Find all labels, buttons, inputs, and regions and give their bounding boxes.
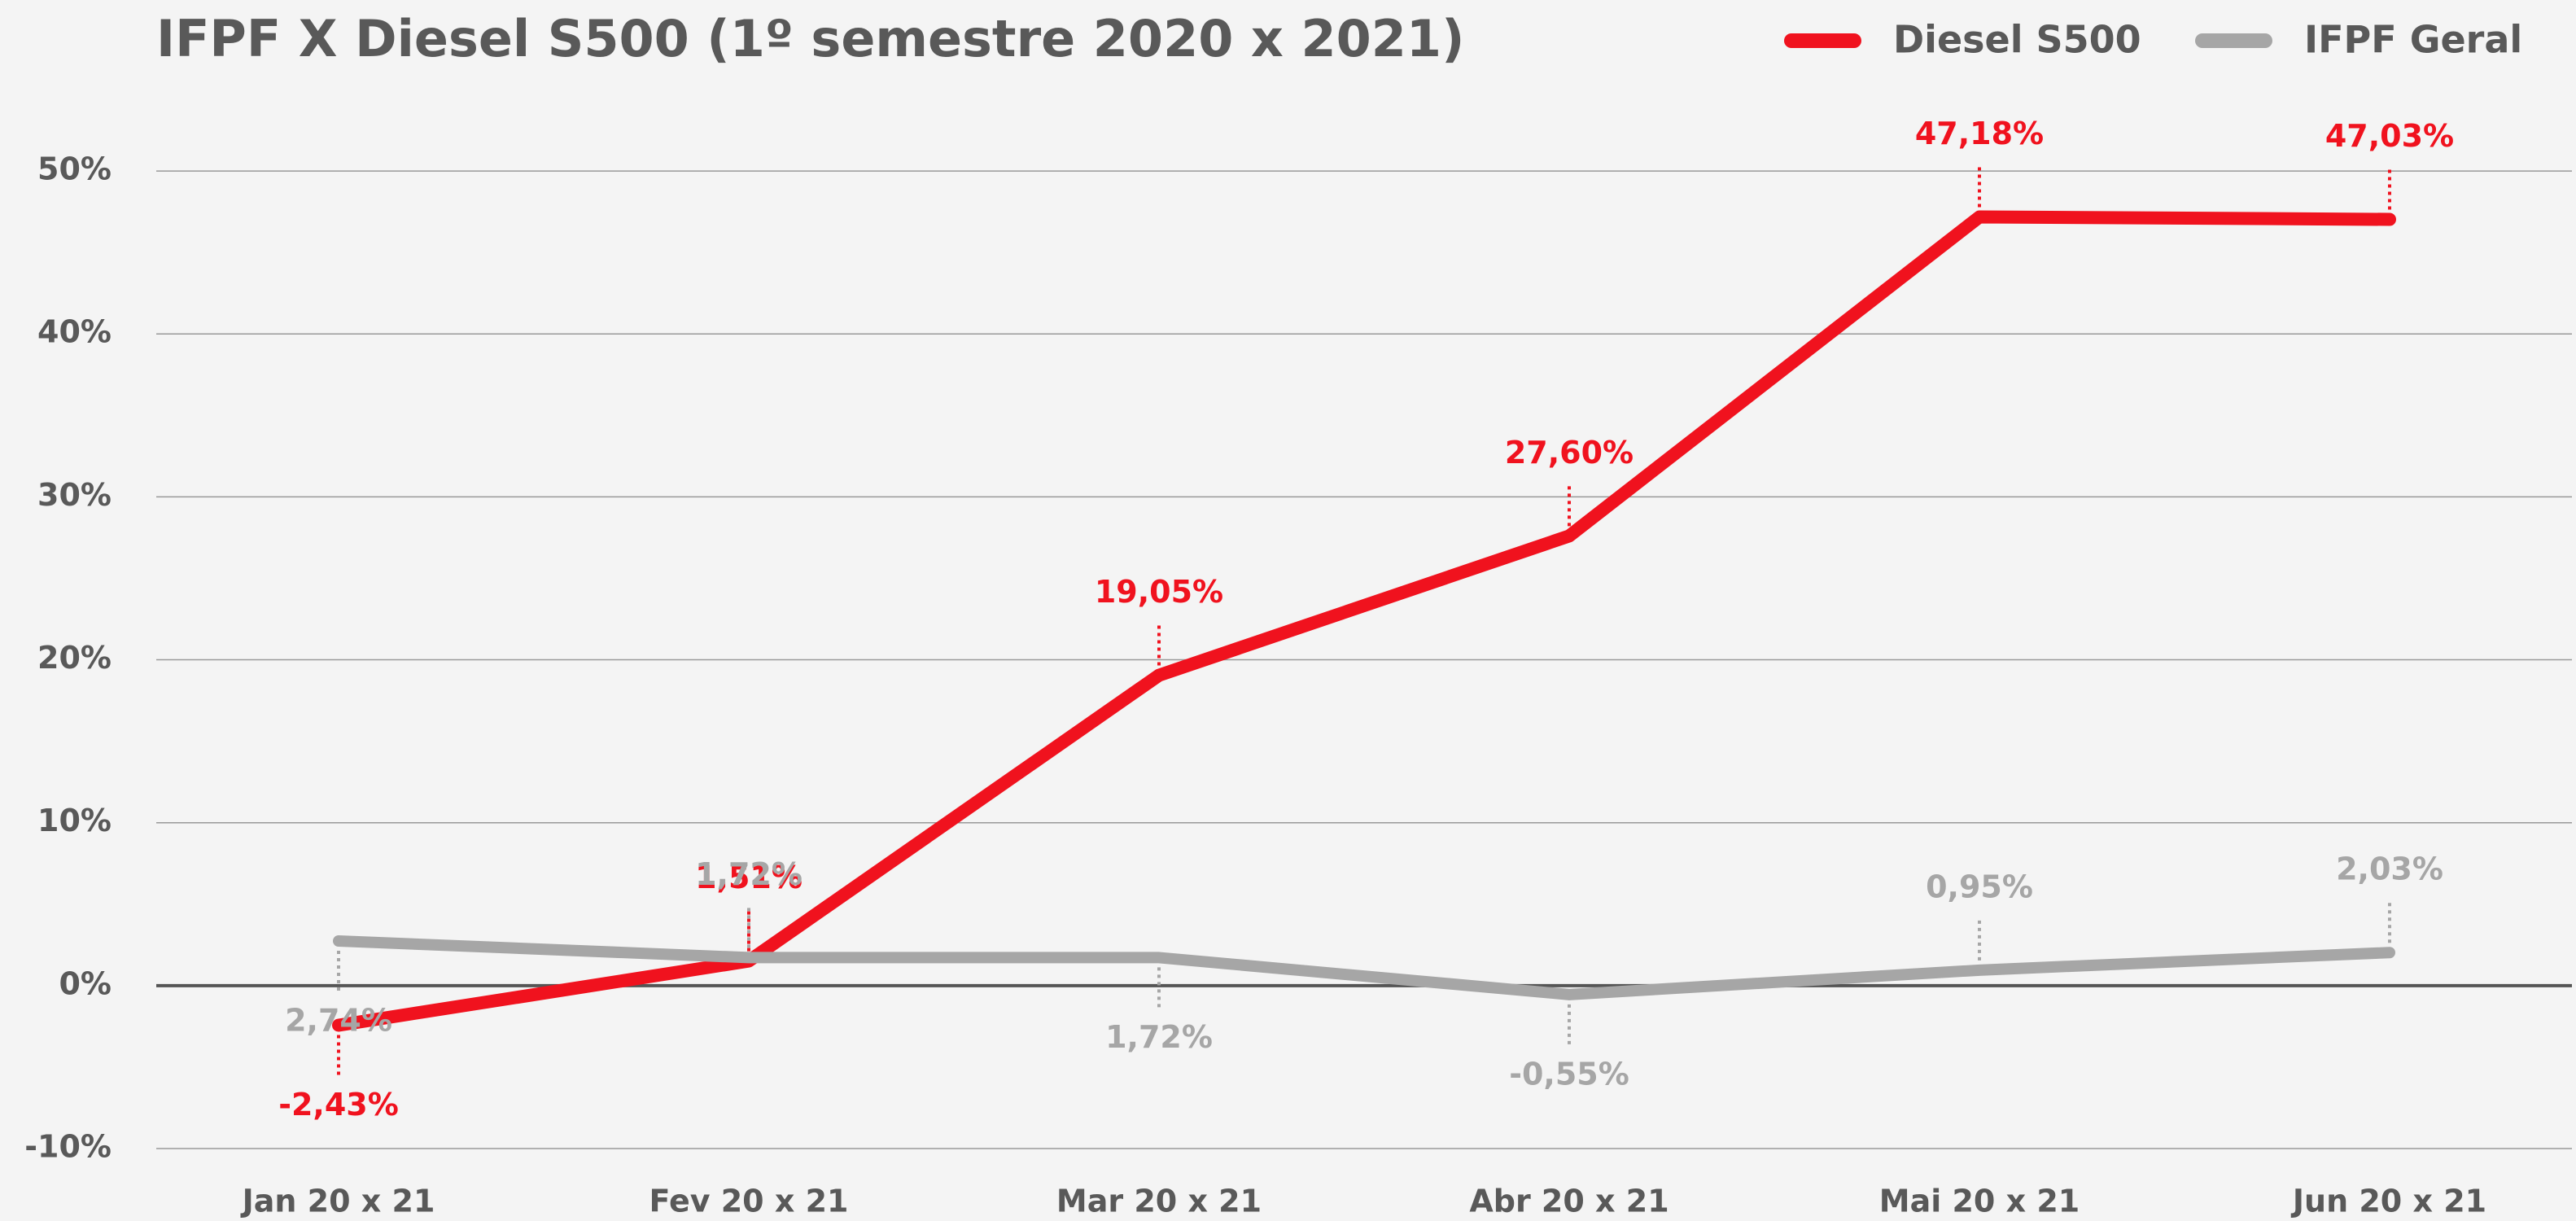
x-tick-label: Fev 20 x 21 [649,1184,849,1219]
y-tick-label: -10% [24,1129,112,1165]
series-line [332,210,2396,1032]
data-label: -2,43% [278,1087,399,1123]
y-tick-label: 20% [37,640,112,676]
series-line [333,935,2395,1000]
x-tick-label: Mai 20 x 21 [1879,1184,2080,1219]
data-label: 19,05% [1095,574,1223,610]
data-label: 47,18% [1915,116,2044,151]
y-tick-label: 50% [37,151,112,187]
data-label: 2,03% [2336,851,2443,887]
chart-title: IFPF X Diesel S500 (1º semestre 2020 x 2… [156,9,1464,68]
data-label: 27,60% [1505,435,1634,470]
x-tick-label: Mar 20 x 21 [1056,1184,1262,1219]
x-tick-label: Jan 20 x 21 [240,1184,435,1219]
data-label: 2,74% [285,1003,392,1039]
y-tick-label: 40% [37,314,112,350]
data-label: 0,95% [1926,869,2033,904]
legend-label: Diesel S500 [1893,18,2141,62]
y-tick-label: 0% [59,965,112,1001]
x-tick-label: Abr 20 x 21 [1469,1184,1668,1219]
data-label: 47,03% [2325,118,2454,154]
data-label: -0,55% [1509,1056,1629,1092]
x-tick-label: Jun 20 x 21 [2290,1184,2486,1219]
legend-label: IFPF Geral [2304,18,2522,62]
y-tick-label: 30% [37,477,112,513]
data-label: 1,72% [1105,1019,1213,1055]
y-tick-label: 10% [37,803,112,838]
data-label: 1,72% [695,856,803,892]
data-label: 1,51% [695,860,803,895]
